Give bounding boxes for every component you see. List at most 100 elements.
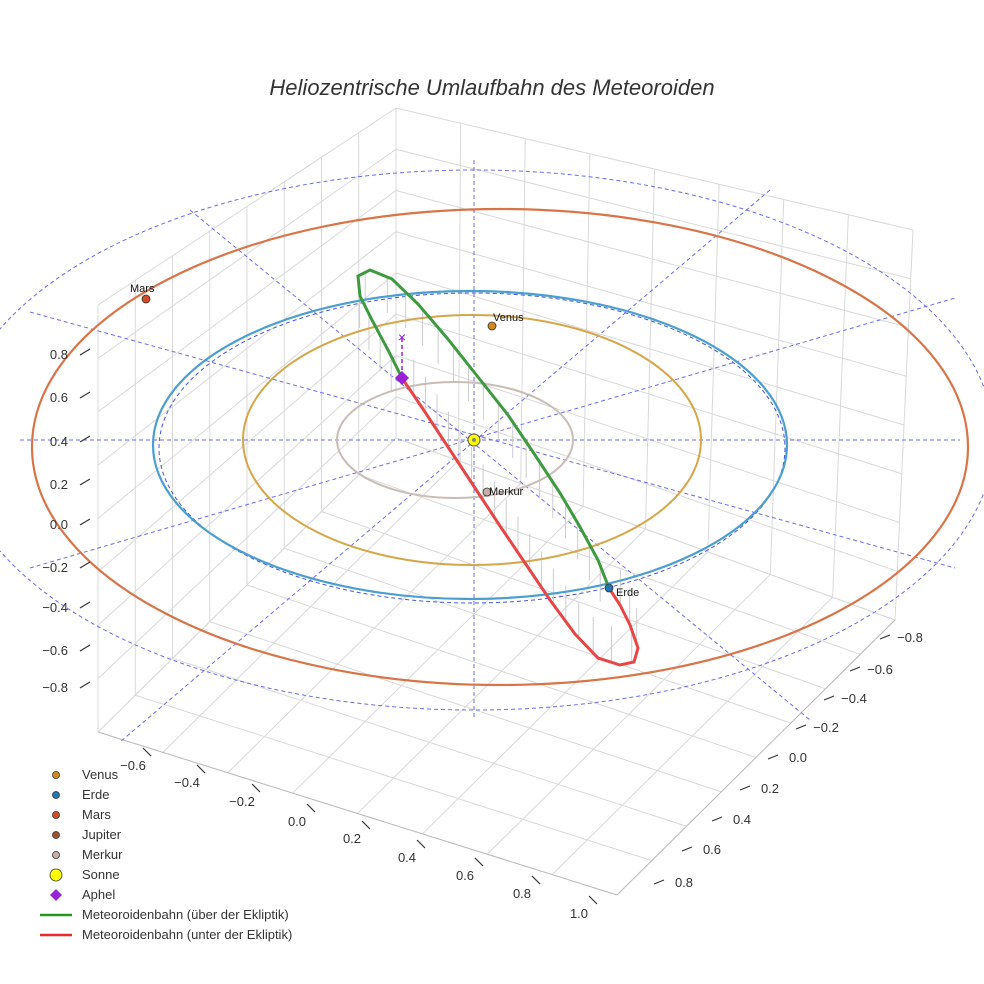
y-tick-label: 0.0 xyxy=(789,750,807,765)
orbit-erde xyxy=(151,289,789,601)
grid-line xyxy=(395,272,905,426)
grid-line xyxy=(551,596,833,875)
x-tick-label: 0.2 xyxy=(343,831,361,846)
y-tick-label: −0.2 xyxy=(813,720,839,735)
legend-label: Meteoroidenbahn (über der Ekliptik) xyxy=(82,907,289,922)
z-tick-label: 0.6 xyxy=(50,390,68,405)
ecliptic-spoke xyxy=(29,311,956,569)
z-tick-label: −0.4 xyxy=(42,600,68,615)
y-tick-mark xyxy=(739,785,751,791)
grid-line xyxy=(246,584,757,758)
x-tick-label: 0.8 xyxy=(513,886,531,901)
y-tick-mark xyxy=(681,846,693,852)
x-tick-mark xyxy=(361,820,371,830)
z-tick-mark xyxy=(79,644,91,652)
y-tick-mark xyxy=(849,666,861,672)
x-tick-mark xyxy=(416,839,426,849)
x-tick-label: 1.0 xyxy=(570,906,588,921)
meteoroid-drop-lines xyxy=(359,272,638,663)
grid-line xyxy=(97,231,397,466)
grid-line xyxy=(395,313,902,475)
legend-label: Venus xyxy=(82,767,119,782)
grid-line xyxy=(321,511,826,690)
x-tick-mark xyxy=(142,747,152,757)
grid-line xyxy=(486,574,771,855)
legend-marker xyxy=(52,831,60,839)
z-tick-mark xyxy=(79,561,91,569)
x-tick-mark xyxy=(531,875,541,885)
x-tick-mark xyxy=(588,895,598,905)
mars-label: Mars xyxy=(130,283,155,295)
z-tick-label: −0.6 xyxy=(42,643,68,658)
y-tick-mark xyxy=(711,816,723,822)
grid-line xyxy=(97,437,397,733)
z-tick-label: 0.8 xyxy=(50,347,68,362)
legend-marker xyxy=(52,771,60,779)
x-tick-mark xyxy=(306,803,316,813)
z-tick-mark xyxy=(79,478,91,486)
grid-line xyxy=(358,474,861,655)
legend-marker xyxy=(49,868,63,882)
z-tick-label: −0.2 xyxy=(42,560,68,575)
legend-marker xyxy=(52,791,60,799)
orbit-merkur xyxy=(336,381,574,499)
erde-label: Erde xyxy=(616,587,639,599)
y-tick-mark xyxy=(879,634,891,640)
sun-center xyxy=(472,438,476,442)
x-tick-mark xyxy=(196,764,206,774)
grid-line xyxy=(395,148,911,280)
x-tick-mark xyxy=(251,783,261,793)
meteoroid-path-above xyxy=(356,268,611,589)
legend-label: Erde xyxy=(82,787,109,802)
y-tick-mark xyxy=(795,724,807,730)
legend-label: Merkur xyxy=(82,847,123,862)
merkur-label: Merkur xyxy=(489,486,524,498)
ecliptic-spoke xyxy=(189,209,811,721)
y-tick-label: −0.4 xyxy=(841,691,867,706)
grid-line xyxy=(395,231,907,377)
axis-ticks: −0.8−0.6−0.4−0.20.00.20.40.60.8−0.6−0.4−… xyxy=(42,347,923,921)
axis-edge xyxy=(616,619,896,896)
legend-marker xyxy=(52,851,60,859)
grid-line xyxy=(395,190,909,328)
aphel-projection-x: × xyxy=(398,329,406,345)
z-tick-label: 0.2 xyxy=(50,477,68,492)
ecliptic-earth-circle xyxy=(158,292,786,604)
legend: Venus Erde Mars Jupiter Merkur Sonne Aphel Mete… xyxy=(40,767,292,942)
y-tick-mark xyxy=(767,754,779,760)
x-tick-label: −0.4 xyxy=(174,775,200,790)
grid-line xyxy=(395,437,896,621)
z-tick-label: −0.8 xyxy=(42,680,68,695)
z-tick-mark xyxy=(79,435,91,443)
y-tick-mark xyxy=(653,879,665,885)
grid xyxy=(97,107,914,896)
venus-marker xyxy=(487,321,497,331)
x-tick-label: −0.6 xyxy=(120,758,146,773)
legend-label: Sonne xyxy=(82,867,120,882)
x-tick-label: 0.6 xyxy=(456,868,474,883)
legend-marker xyxy=(50,889,62,901)
ecliptic-spoke xyxy=(29,297,956,569)
venus-label: Venus xyxy=(493,312,524,324)
x-tick-label: 0.0 xyxy=(288,814,306,829)
orbit-venus xyxy=(242,314,702,566)
y-tick-mark xyxy=(823,695,835,701)
z-tick-mark xyxy=(79,601,91,609)
y-tick-label: 0.6 xyxy=(703,842,721,857)
grid-line xyxy=(97,396,397,679)
axis-edge xyxy=(97,731,618,896)
y-tick-label: −0.8 xyxy=(897,630,923,645)
legend-label: Aphel xyxy=(82,887,115,902)
legend-label: Jupiter xyxy=(82,827,122,842)
y-tick-label: −0.6 xyxy=(867,662,893,677)
legend-label: Meteoroidenbahn (unter der Ekliptik) xyxy=(82,927,292,942)
x-tick-label: 0.4 xyxy=(398,850,416,865)
merkur-marker xyxy=(482,487,492,497)
x-tick-label: −0.2 xyxy=(229,794,255,809)
grid-line xyxy=(97,355,397,626)
z-tick-mark xyxy=(79,391,91,399)
grid-line xyxy=(395,107,914,231)
grid-line xyxy=(395,396,898,572)
grid-line xyxy=(97,272,397,519)
